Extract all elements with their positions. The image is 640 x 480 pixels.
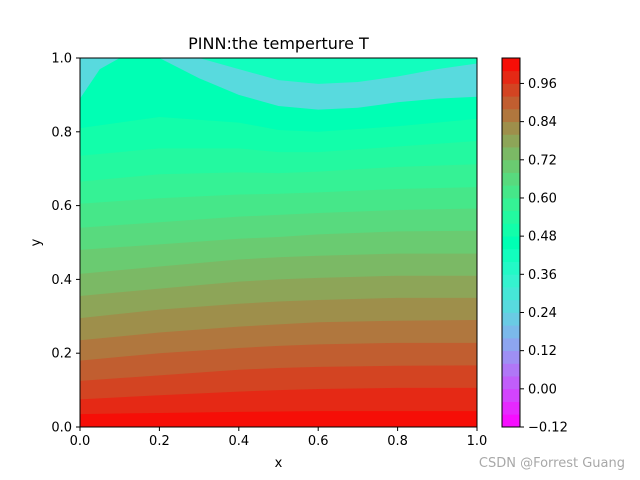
colorbar-band bbox=[502, 121, 520, 135]
y-tick-label: 0.8 bbox=[51, 125, 72, 140]
colorbar-band bbox=[502, 108, 520, 123]
colorbar-band bbox=[502, 185, 520, 199]
colorbar-band bbox=[502, 274, 520, 288]
colorbar-tick-label: 0.00 bbox=[528, 382, 557, 397]
colorbar-tick-label: 0.12 bbox=[528, 344, 557, 359]
colorbar-band bbox=[502, 83, 520, 97]
colorbar-band bbox=[502, 248, 520, 262]
colorbar-band bbox=[502, 236, 520, 250]
colorbar-band bbox=[502, 70, 520, 84]
colorbar-band bbox=[502, 299, 520, 313]
x-tick-label: 0.8 bbox=[387, 434, 408, 449]
colorbar-band bbox=[502, 197, 520, 212]
contour-band bbox=[199, 58, 477, 84]
plot-frame bbox=[79, 57, 478, 428]
y-axis-label: y bbox=[29, 238, 44, 246]
y-tick-label: 0.4 bbox=[51, 273, 72, 288]
colorbar-band bbox=[502, 58, 520, 72]
colorbar-tick-label: 0.60 bbox=[528, 191, 557, 206]
colorbar-band bbox=[502, 223, 520, 237]
colorbar-tick-label: 0.36 bbox=[528, 268, 557, 283]
colorbar-band bbox=[502, 159, 520, 173]
colorbar-tick-label: 0.72 bbox=[528, 153, 557, 168]
colorbar-band bbox=[502, 376, 520, 390]
colorbar-band bbox=[502, 134, 520, 148]
colorbar-band bbox=[502, 325, 520, 339]
colorbar-band bbox=[502, 261, 520, 275]
contour-fill-area bbox=[80, 58, 477, 427]
x-tick-label: 0.6 bbox=[308, 434, 329, 449]
x-tick-label: 0.2 bbox=[149, 434, 170, 449]
colorbar-tick-label: 0.96 bbox=[528, 77, 557, 92]
colorbar-band bbox=[502, 337, 520, 352]
colorbar-tick-label: 0.48 bbox=[528, 230, 557, 245]
contour-band bbox=[80, 411, 477, 427]
colorbar-band bbox=[502, 388, 520, 402]
colorbar-tick-label: 0.84 bbox=[528, 115, 557, 130]
y-tick-label: 0.6 bbox=[51, 199, 72, 214]
colorbar-frame bbox=[501, 57, 521, 428]
y-axis-ticks: 0.0 0.2 0.4 0.6 0.8 1.0 bbox=[51, 52, 80, 436]
x-tick-label: 1.0 bbox=[467, 434, 488, 449]
colorbar-tick-label: 0.24 bbox=[528, 306, 557, 321]
y-tick-label: 1.0 bbox=[51, 52, 72, 67]
y-tick-label: 0.2 bbox=[51, 347, 72, 362]
colorbar-band bbox=[502, 172, 520, 186]
colorbar bbox=[501, 57, 521, 428]
x-tick-label: 0.4 bbox=[228, 434, 249, 449]
watermark: CSDN @Forrest Guang bbox=[479, 456, 625, 471]
colorbar-ticks: −0.12 0.00 0.12 0.24 0.36 0.48 0.60 0.72 0.84 0.9… bbox=[520, 77, 568, 436]
colorbar-band bbox=[502, 210, 520, 224]
colorbar-band bbox=[502, 350, 520, 364]
y-tick-label: 0.0 bbox=[51, 421, 72, 436]
colorbar-band bbox=[502, 96, 520, 110]
chart-title: PINN:the temperture T bbox=[188, 34, 369, 53]
colorbar-band bbox=[502, 401, 520, 415]
x-axis-ticks: 0.0 0.2 0.4 0.6 0.8 1.0 bbox=[70, 427, 488, 449]
colorbar-tick-label: −0.12 bbox=[528, 421, 568, 436]
colorbar-band bbox=[502, 287, 520, 301]
colorbar-band bbox=[502, 312, 520, 326]
x-tick-label: 0.0 bbox=[70, 434, 91, 449]
colorbar-band bbox=[502, 147, 520, 161]
colorbar-band bbox=[502, 414, 520, 428]
x-axis-label: x bbox=[275, 456, 283, 471]
colorbar-band bbox=[502, 363, 520, 377]
